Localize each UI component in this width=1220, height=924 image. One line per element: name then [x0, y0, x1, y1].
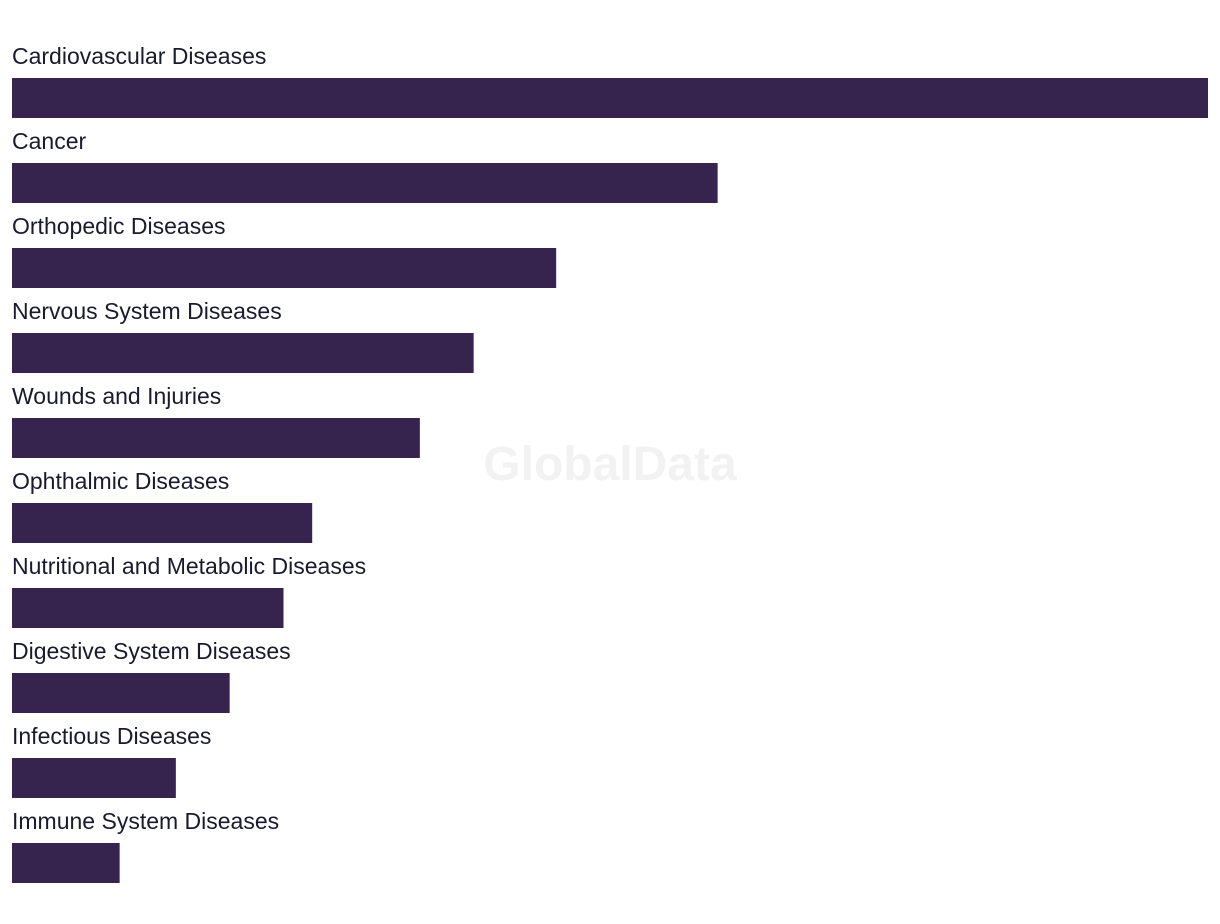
category-label: Cardiovascular Diseases: [12, 43, 266, 69]
category-label: Ophthalmic Diseases: [12, 468, 229, 494]
bar: [12, 333, 474, 373]
category-label: Wounds and Injuries: [12, 383, 221, 409]
category-label: Infectious Diseases: [12, 723, 211, 749]
bar: [12, 248, 557, 288]
bar: [12, 78, 1208, 118]
category-label: Cancer: [12, 128, 86, 154]
bar: [12, 758, 176, 798]
category-label: Nervous System Diseases: [12, 298, 282, 324]
bar: [12, 163, 718, 203]
category-label: Immune System Diseases: [12, 808, 279, 834]
bar: [12, 843, 120, 883]
category-label: Digestive System Diseases: [12, 638, 291, 664]
bar: [12, 503, 313, 543]
category-label: Orthopedic Diseases: [12, 213, 226, 239]
bar: [12, 673, 230, 713]
bar: [12, 418, 420, 458]
bars-group: Cardiovascular Diseases Cancer Orthopedic …: [12, 43, 1208, 883]
category-label: Nutritional and Metabolic Diseases: [12, 553, 366, 579]
watermark-logo: GlobalData: [483, 438, 737, 491]
bar: [12, 588, 284, 628]
